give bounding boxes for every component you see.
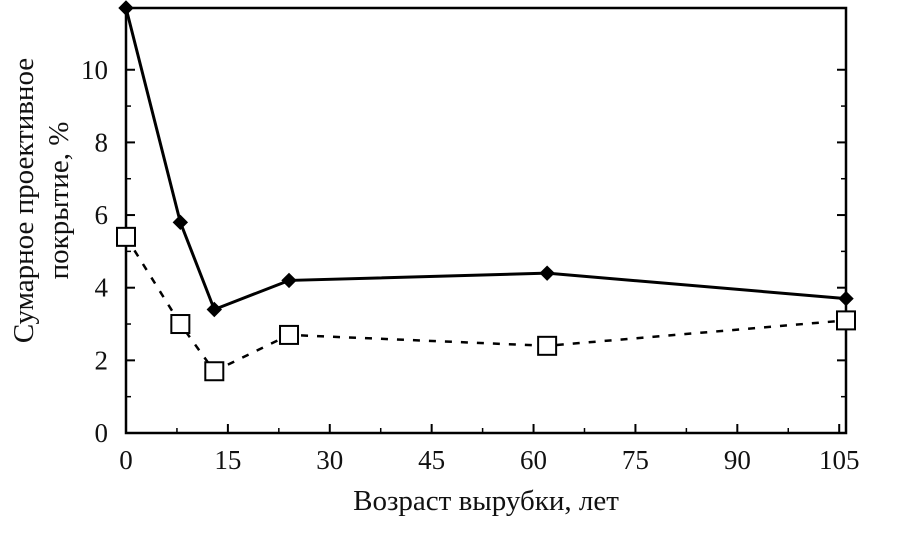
data-point-square <box>204 361 225 382</box>
data-point-diamond <box>838 290 854 307</box>
x-tick-label: 30 <box>316 445 343 475</box>
data-point-square <box>279 324 300 345</box>
x-axis: 0 15 30 45 60 75 90 105 <box>119 424 859 475</box>
y-tick-label: 4 <box>95 273 109 303</box>
y-axis-title-line-2: покрытие, % <box>43 122 75 280</box>
data-point-diamond <box>118 0 134 16</box>
x-tick-label: 15 <box>214 445 241 475</box>
x-tick-label: 75 <box>622 445 649 475</box>
data-point-diamond <box>281 272 297 289</box>
x-tick-label: 90 <box>724 445 751 475</box>
data-point-square <box>116 226 136 247</box>
x-tick-label: 0 <box>119 445 133 475</box>
x-axis-title: Возраст вырубки, лет <box>353 485 619 517</box>
series-line-2 <box>124 236 847 373</box>
y-tick-label: 8 <box>95 127 109 157</box>
series-line-1 <box>124 7 847 312</box>
y-axis-title-line-1: Сумарное проективное <box>8 58 40 343</box>
x-tick-label: 105 <box>819 445 860 475</box>
y-tick-label: 6 <box>95 200 109 230</box>
data-point-diamond <box>172 214 189 231</box>
y-tick-label: 10 <box>81 55 108 85</box>
x-tick-label: 60 <box>520 445 547 475</box>
plot-frame <box>124 6 848 435</box>
plot-border <box>124 6 848 435</box>
data-point-square <box>537 335 558 356</box>
data-point-square <box>170 314 191 335</box>
data-point-square <box>836 310 856 331</box>
data-point-diamond <box>539 265 555 281</box>
series-layer <box>116 0 856 382</box>
y-axis: 0 2 4 6 8 10 <box>81 55 846 448</box>
y-tick-label: 2 <box>95 345 109 375</box>
x-tick-label: 45 <box>418 445 445 475</box>
data-point-diamond <box>206 301 223 318</box>
y-tick-label: 0 <box>95 418 109 448</box>
